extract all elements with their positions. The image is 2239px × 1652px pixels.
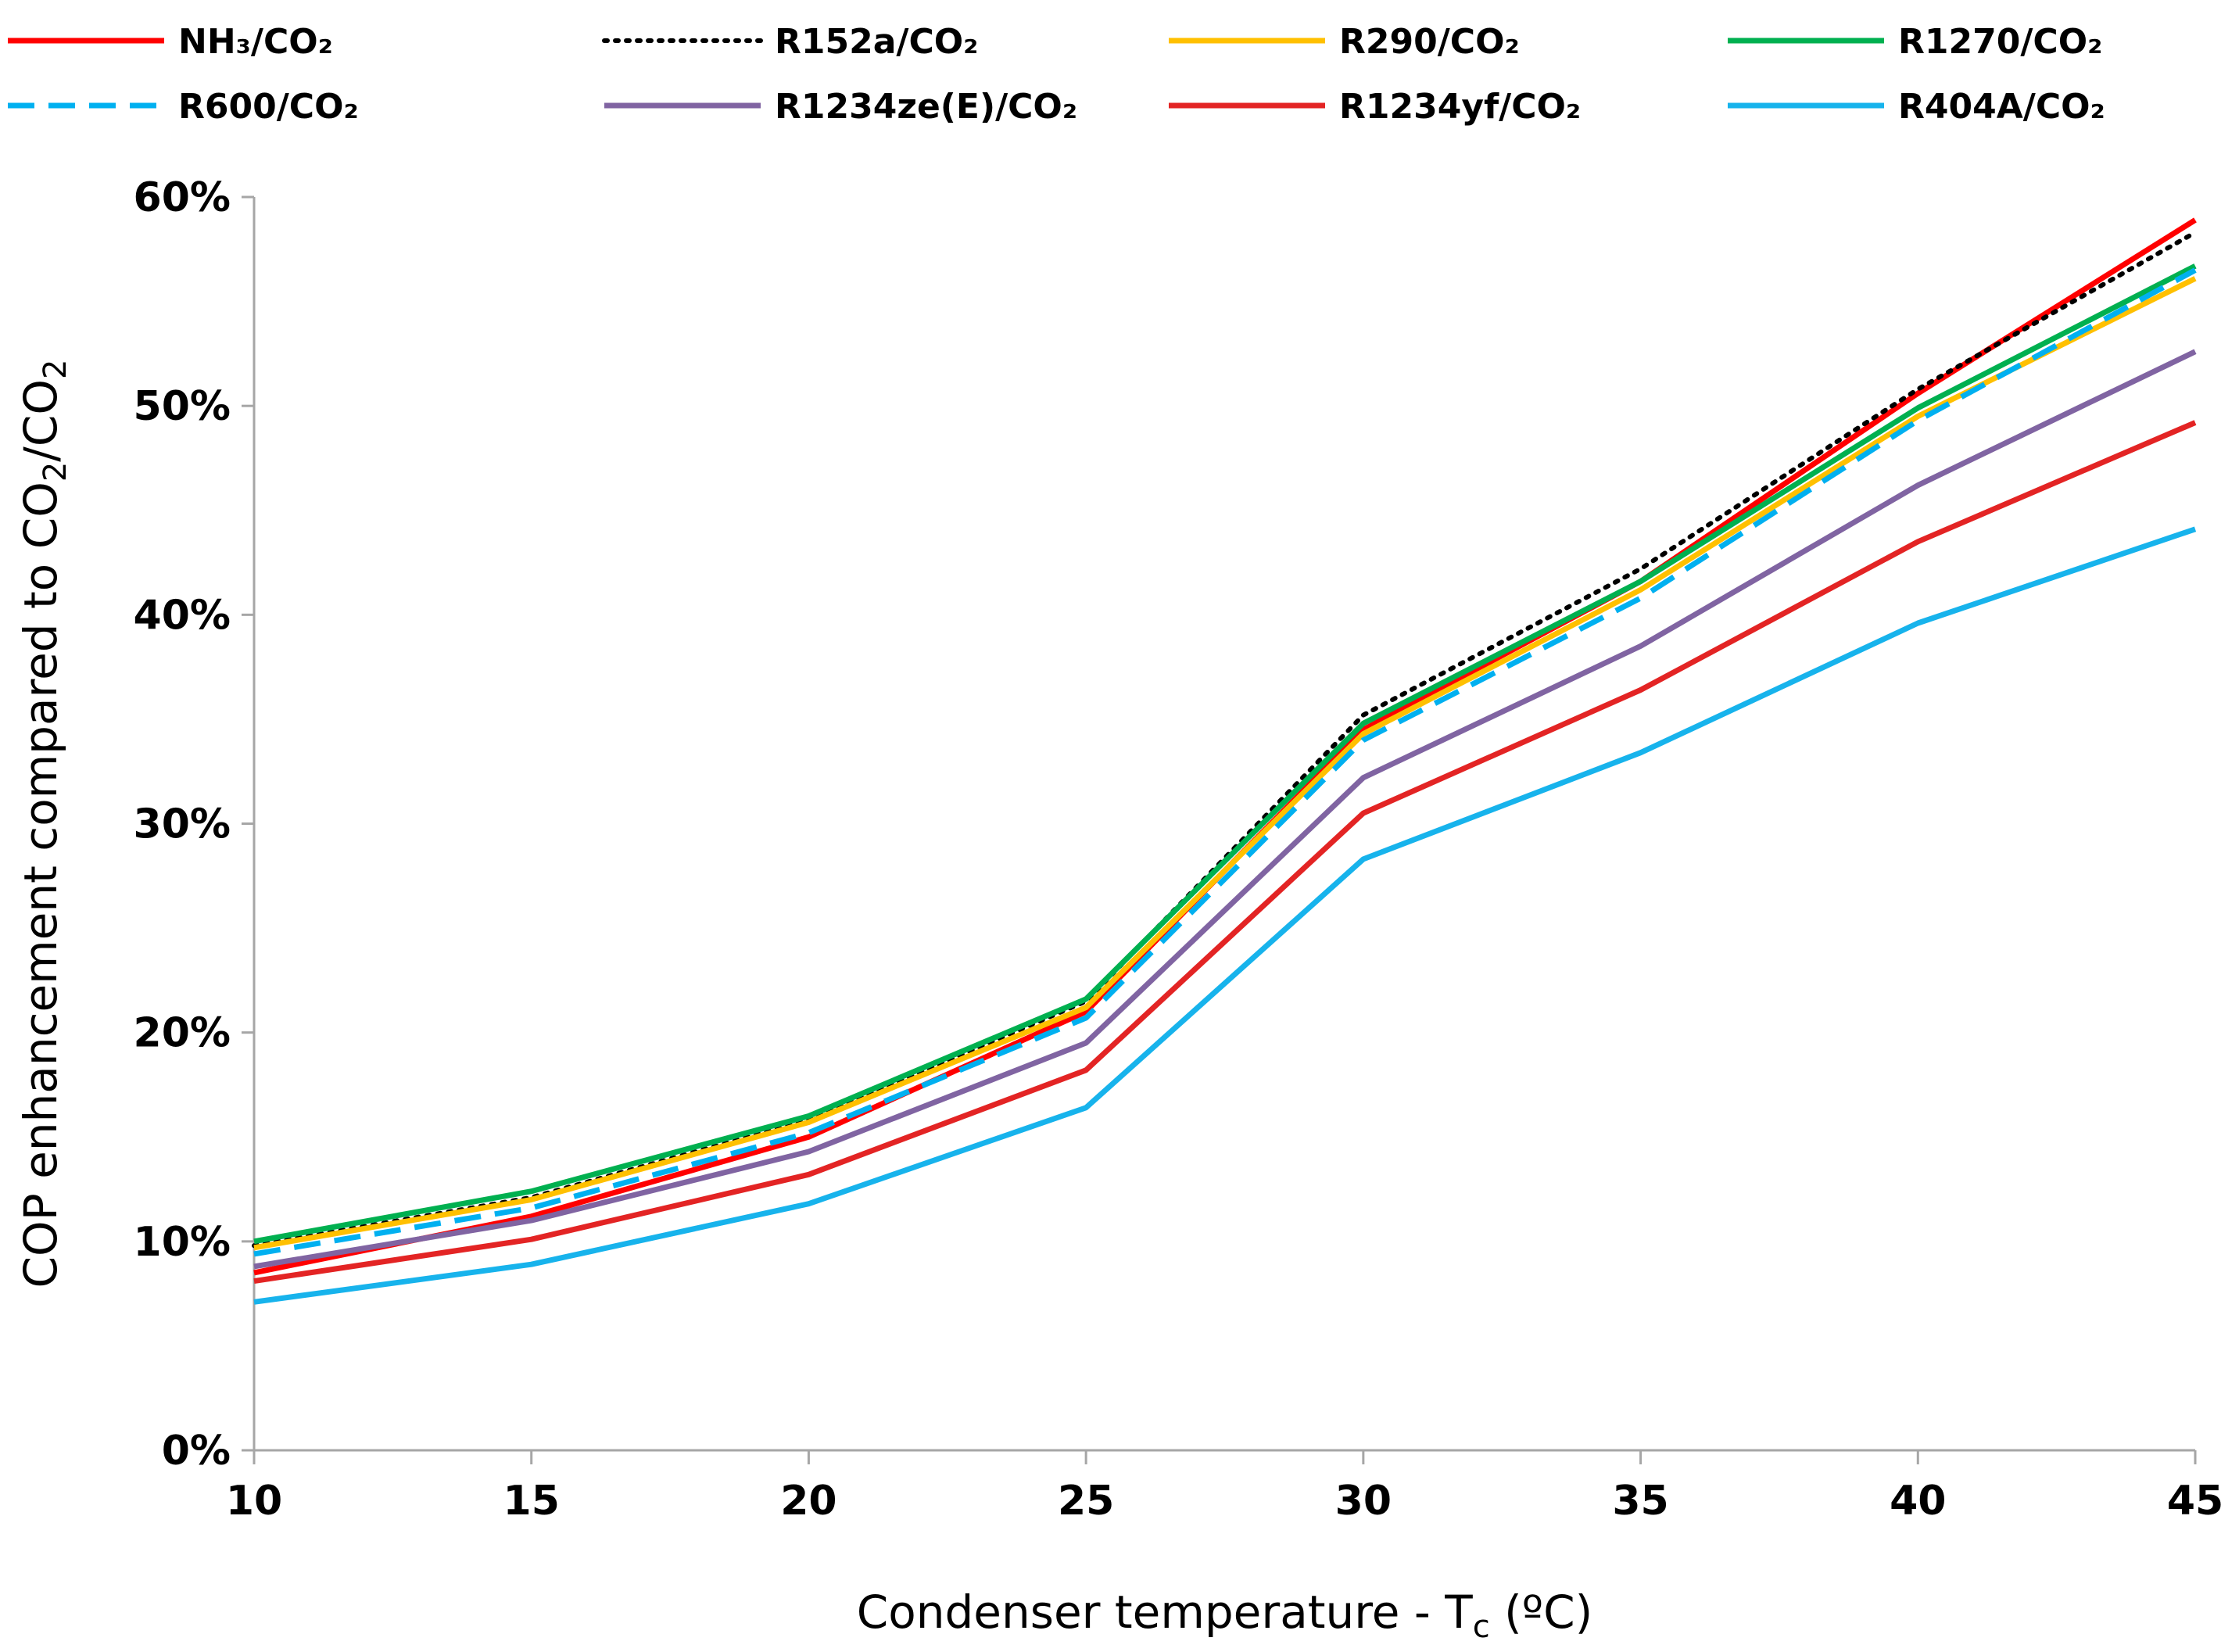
series-line-7	[253, 526, 2197, 1305]
y-tick-label: 0%	[162, 1428, 231, 1475]
legend-label-2: R290/CO₂	[1339, 22, 1520, 62]
y-tick-label: 40%	[134, 592, 231, 639]
x-tick-label: 20	[780, 1478, 836, 1525]
x-tick-label: 10	[226, 1478, 282, 1525]
y-tick-label: 60%	[134, 174, 231, 221]
x-axis-title-tail: (ºC)	[1490, 1586, 1593, 1639]
x-tick-label: 30	[1335, 1478, 1392, 1525]
series-line-1	[252, 230, 2198, 1249]
legend-label-7: R404A/CO₂	[1898, 87, 2105, 127]
legend-label-0: NH₃/CO₂	[178, 22, 333, 62]
x-tick-label: 25	[1058, 1478, 1114, 1525]
x-axis-title-main: Condenser temperature - T	[857, 1586, 1474, 1639]
x-axis-title: Condenser temperature - Tc (ºC)	[857, 1586, 1593, 1645]
legend-label-3: R1270/CO₂	[1898, 22, 2102, 62]
y-axis-title-sub-2: 2	[38, 360, 73, 379]
y-tick-label: 30%	[134, 801, 231, 848]
axes: 0% 10% 20% 30% 40% 50% 60% 10 15 20 25 30 35 40 45	[134, 174, 2224, 1525]
x-axis-title-sub: c	[1473, 1609, 1490, 1645]
y-tick-label: 20%	[134, 1010, 231, 1057]
series-line-2	[253, 276, 2197, 1251]
series-line-3	[253, 263, 2197, 1245]
y-tick-label: 10%	[134, 1219, 231, 1266]
series-line-0	[253, 217, 2197, 1276]
y-axis-title-part-2: /CO	[14, 379, 67, 462]
legend: NH₃/CO₂ R152a/CO₂ R290/CO₂ R1270/CO₂ R600/CO…	[8, 22, 2105, 127]
legend-label-5: R1234ze(E)/CO₂	[775, 87, 1077, 127]
y-tick-label: 50%	[134, 383, 231, 430]
x-tick-label: 15	[503, 1478, 560, 1525]
legend-label-4: R600/CO₂	[178, 87, 359, 127]
x-tick-label: 35	[1612, 1478, 1668, 1525]
x-tick-label: 40	[1890, 1478, 1946, 1525]
series-layer	[252, 217, 2198, 1305]
legend-label-1: R152a/CO₂	[775, 22, 978, 62]
y-axis-title-sub-1: 2	[38, 462, 73, 482]
x-tick-label: 45	[2167, 1478, 2223, 1525]
series-line-4	[253, 267, 2197, 1257]
series-line-5	[253, 349, 2197, 1270]
legend-label-6: R1234yf/CO₂	[1339, 87, 1581, 127]
y-axis-title-part-1: COP enhancement compared to CO	[14, 482, 67, 1288]
y-axis-title: COP enhancement compared to CO2/CO2	[14, 360, 73, 1288]
series-line-6	[253, 420, 2197, 1285]
